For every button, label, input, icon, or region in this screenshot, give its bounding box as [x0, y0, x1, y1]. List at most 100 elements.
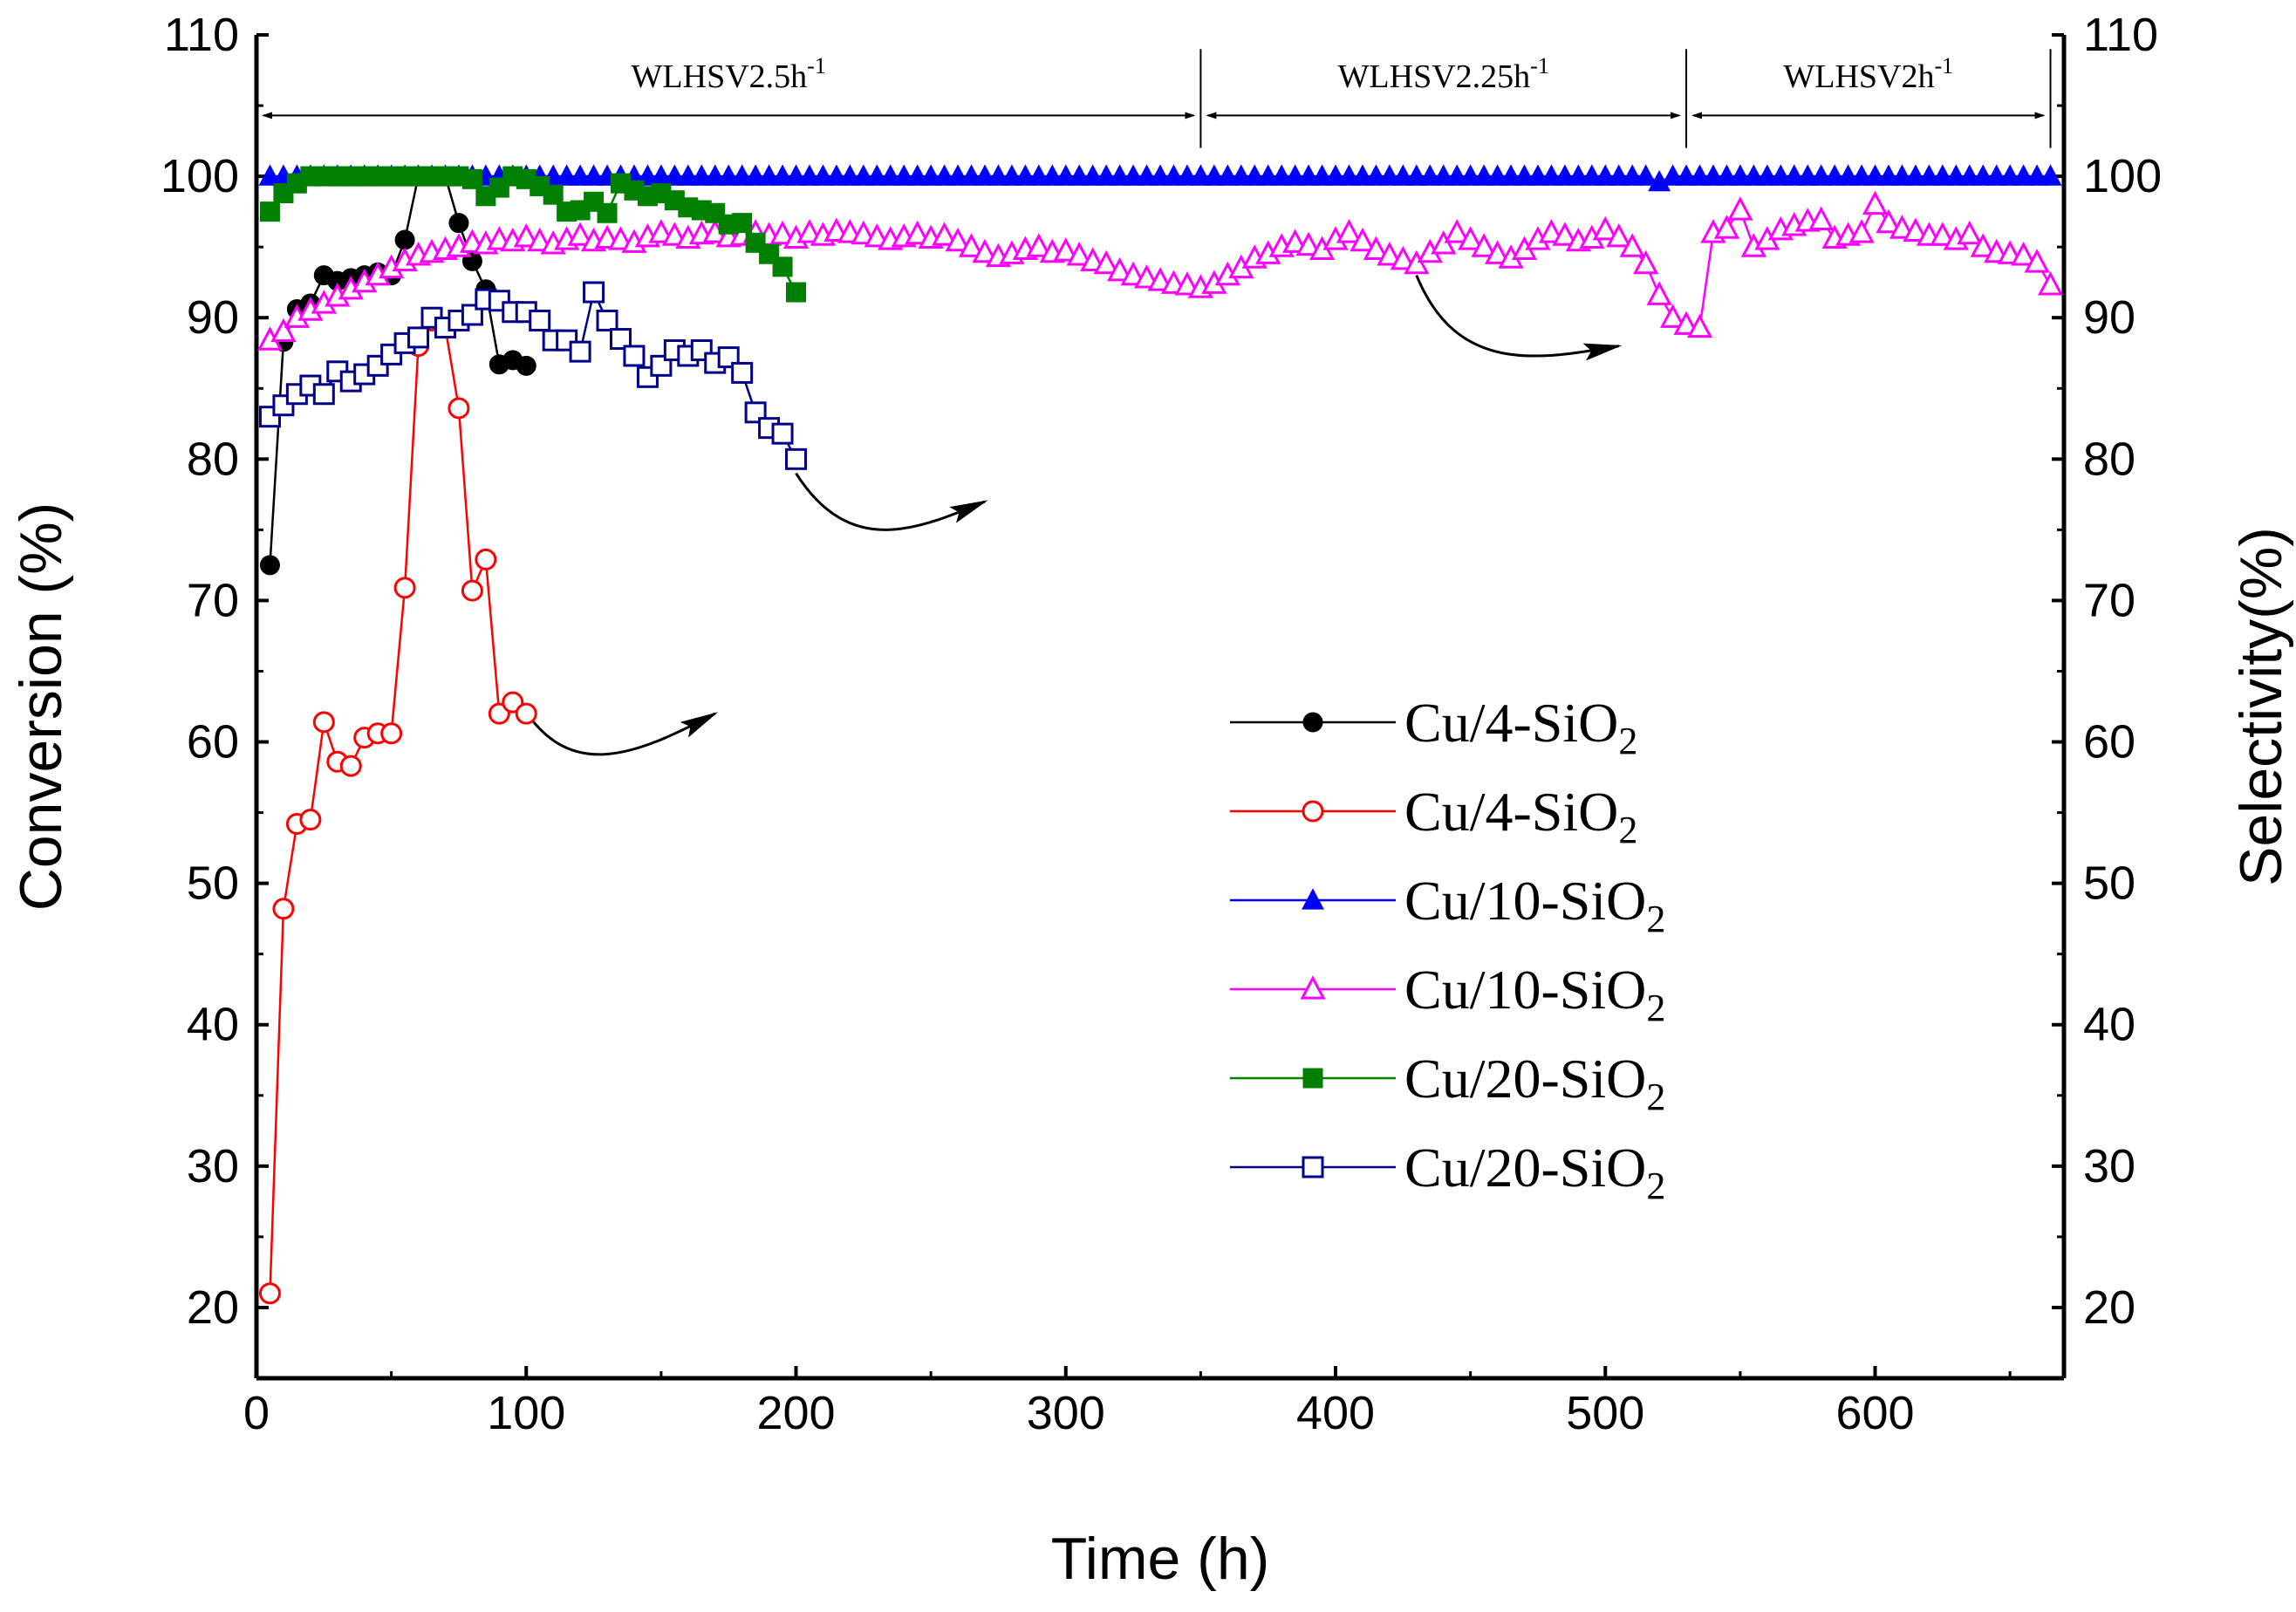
data-point	[543, 184, 564, 205]
data-point	[1431, 230, 1457, 255]
legend-item: Cu/4-SiO2	[1230, 692, 1637, 762]
data-point	[448, 213, 469, 234]
legend-item: Cu/20-SiO2	[1230, 1137, 1665, 1207]
y-right-tick-label: 40	[2083, 999, 2135, 1051]
data-point	[339, 755, 362, 777]
y-right-tick-label: 30	[2083, 1140, 2135, 1192]
data-point	[312, 711, 335, 734]
data-point	[1606, 222, 1632, 248]
data-point	[1848, 219, 1875, 243]
data-point	[2039, 164, 2062, 186]
axis-ticks: 0 100 200 300 400 500 600 20 20 30 30 40 40 50 50 60 60 7…	[161, 9, 2162, 1439]
data-point	[1619, 233, 1645, 257]
data-point	[272, 898, 295, 920]
data-point	[1957, 220, 1983, 245]
data-point	[1390, 245, 1416, 270]
data-point	[1808, 206, 1835, 230]
x-tick-label: 300	[1027, 1387, 1105, 1439]
plot-area	[256, 164, 2064, 1305]
data-point	[1646, 281, 1672, 305]
region-label: WLHSV2.5h-1	[632, 53, 826, 95]
data-point	[407, 326, 430, 349]
data-point	[1147, 267, 1173, 291]
y-right-tick-label: 80	[2083, 433, 2135, 485]
data-point	[1066, 242, 1092, 266]
legend-item: Cu/10-SiO2	[1230, 870, 1665, 940]
data-point	[1174, 271, 1200, 296]
x-tick-label: 100	[487, 1387, 565, 1439]
data-point	[448, 397, 470, 420]
y-right-tick-label: 100	[2083, 150, 2162, 202]
data-point	[1053, 237, 1079, 262]
data-point	[958, 233, 985, 257]
data-point	[932, 222, 958, 246]
data-point	[786, 282, 807, 303]
data-point	[1634, 164, 1657, 186]
data-point	[1862, 190, 1889, 215]
data-point	[516, 355, 536, 376]
y-left-tick-label: 90	[187, 291, 239, 344]
region-label: WLHSV2.25h-1	[1338, 53, 1549, 95]
data-point	[1282, 229, 1309, 253]
y-left-tick-label: 110	[164, 9, 239, 61]
data-point	[1484, 240, 1511, 264]
data-point	[1903, 217, 1929, 242]
legend-label: Cu/20-SiO2	[1404, 1048, 1665, 1118]
legend-item: Cu/10-SiO2	[1230, 959, 1665, 1029]
data-point	[2037, 271, 2064, 296]
y-left-tick-label: 80	[187, 433, 239, 485]
data-point	[1538, 219, 1565, 243]
data-point	[527, 227, 553, 252]
y-left-tick-label: 30	[187, 1140, 239, 1192]
data-point	[1552, 222, 1578, 246]
legend-marker	[1302, 712, 1323, 733]
curved-arrow	[795, 472, 988, 531]
data-point	[769, 220, 796, 245]
data-point	[623, 345, 646, 367]
data-point	[1120, 261, 1146, 286]
y-left-tick-label: 20	[187, 1281, 239, 1334]
legend-label: Cu/4-SiO2	[1404, 692, 1637, 762]
y-left-tick-label: 50	[187, 857, 239, 910]
data-point	[1080, 247, 1106, 271]
data-point	[380, 722, 403, 745]
y-right-tick-label: 60	[2083, 716, 2135, 768]
x-tick-label: 400	[1296, 1387, 1375, 1439]
data-point	[259, 555, 280, 576]
data-point	[1727, 196, 1753, 221]
data-point	[583, 281, 605, 304]
data-point	[771, 422, 794, 445]
data-point	[1458, 226, 1484, 250]
data-point	[1026, 233, 1052, 257]
data-point	[299, 809, 322, 831]
data-point	[1336, 219, 1363, 243]
data-point	[609, 328, 632, 351]
x-tick-label: 200	[756, 1387, 835, 1439]
data-point	[796, 219, 823, 243]
data-point	[972, 238, 998, 263]
y-left-tick-label: 70	[187, 574, 239, 626]
legend-marker	[1302, 1156, 1324, 1178]
data-point	[905, 220, 931, 245]
y-axis-title-left: Conversion (%)	[8, 502, 74, 912]
legend-marker	[1302, 1068, 1323, 1089]
series-6	[258, 281, 808, 470]
data-point	[1876, 208, 1902, 234]
data-point	[1686, 313, 1713, 338]
series-2	[258, 309, 537, 1305]
data-point	[648, 219, 674, 243]
x-axis-title: Time (h)	[1051, 1526, 1270, 1592]
x-tick-label: 500	[1566, 1387, 1644, 1439]
data-point	[1633, 249, 1659, 275]
x-tick-label: 0	[243, 1387, 270, 1439]
axes-frame	[254, 35, 2067, 1381]
data-point	[569, 340, 591, 363]
y-left-tick-label: 60	[187, 716, 239, 768]
data-point	[259, 202, 280, 222]
data-point	[785, 447, 808, 470]
data-point	[475, 548, 497, 570]
y-left-tick-label: 100	[161, 150, 239, 202]
series-1	[259, 166, 536, 576]
legend-label: Cu/20-SiO2	[1404, 1137, 1665, 1207]
